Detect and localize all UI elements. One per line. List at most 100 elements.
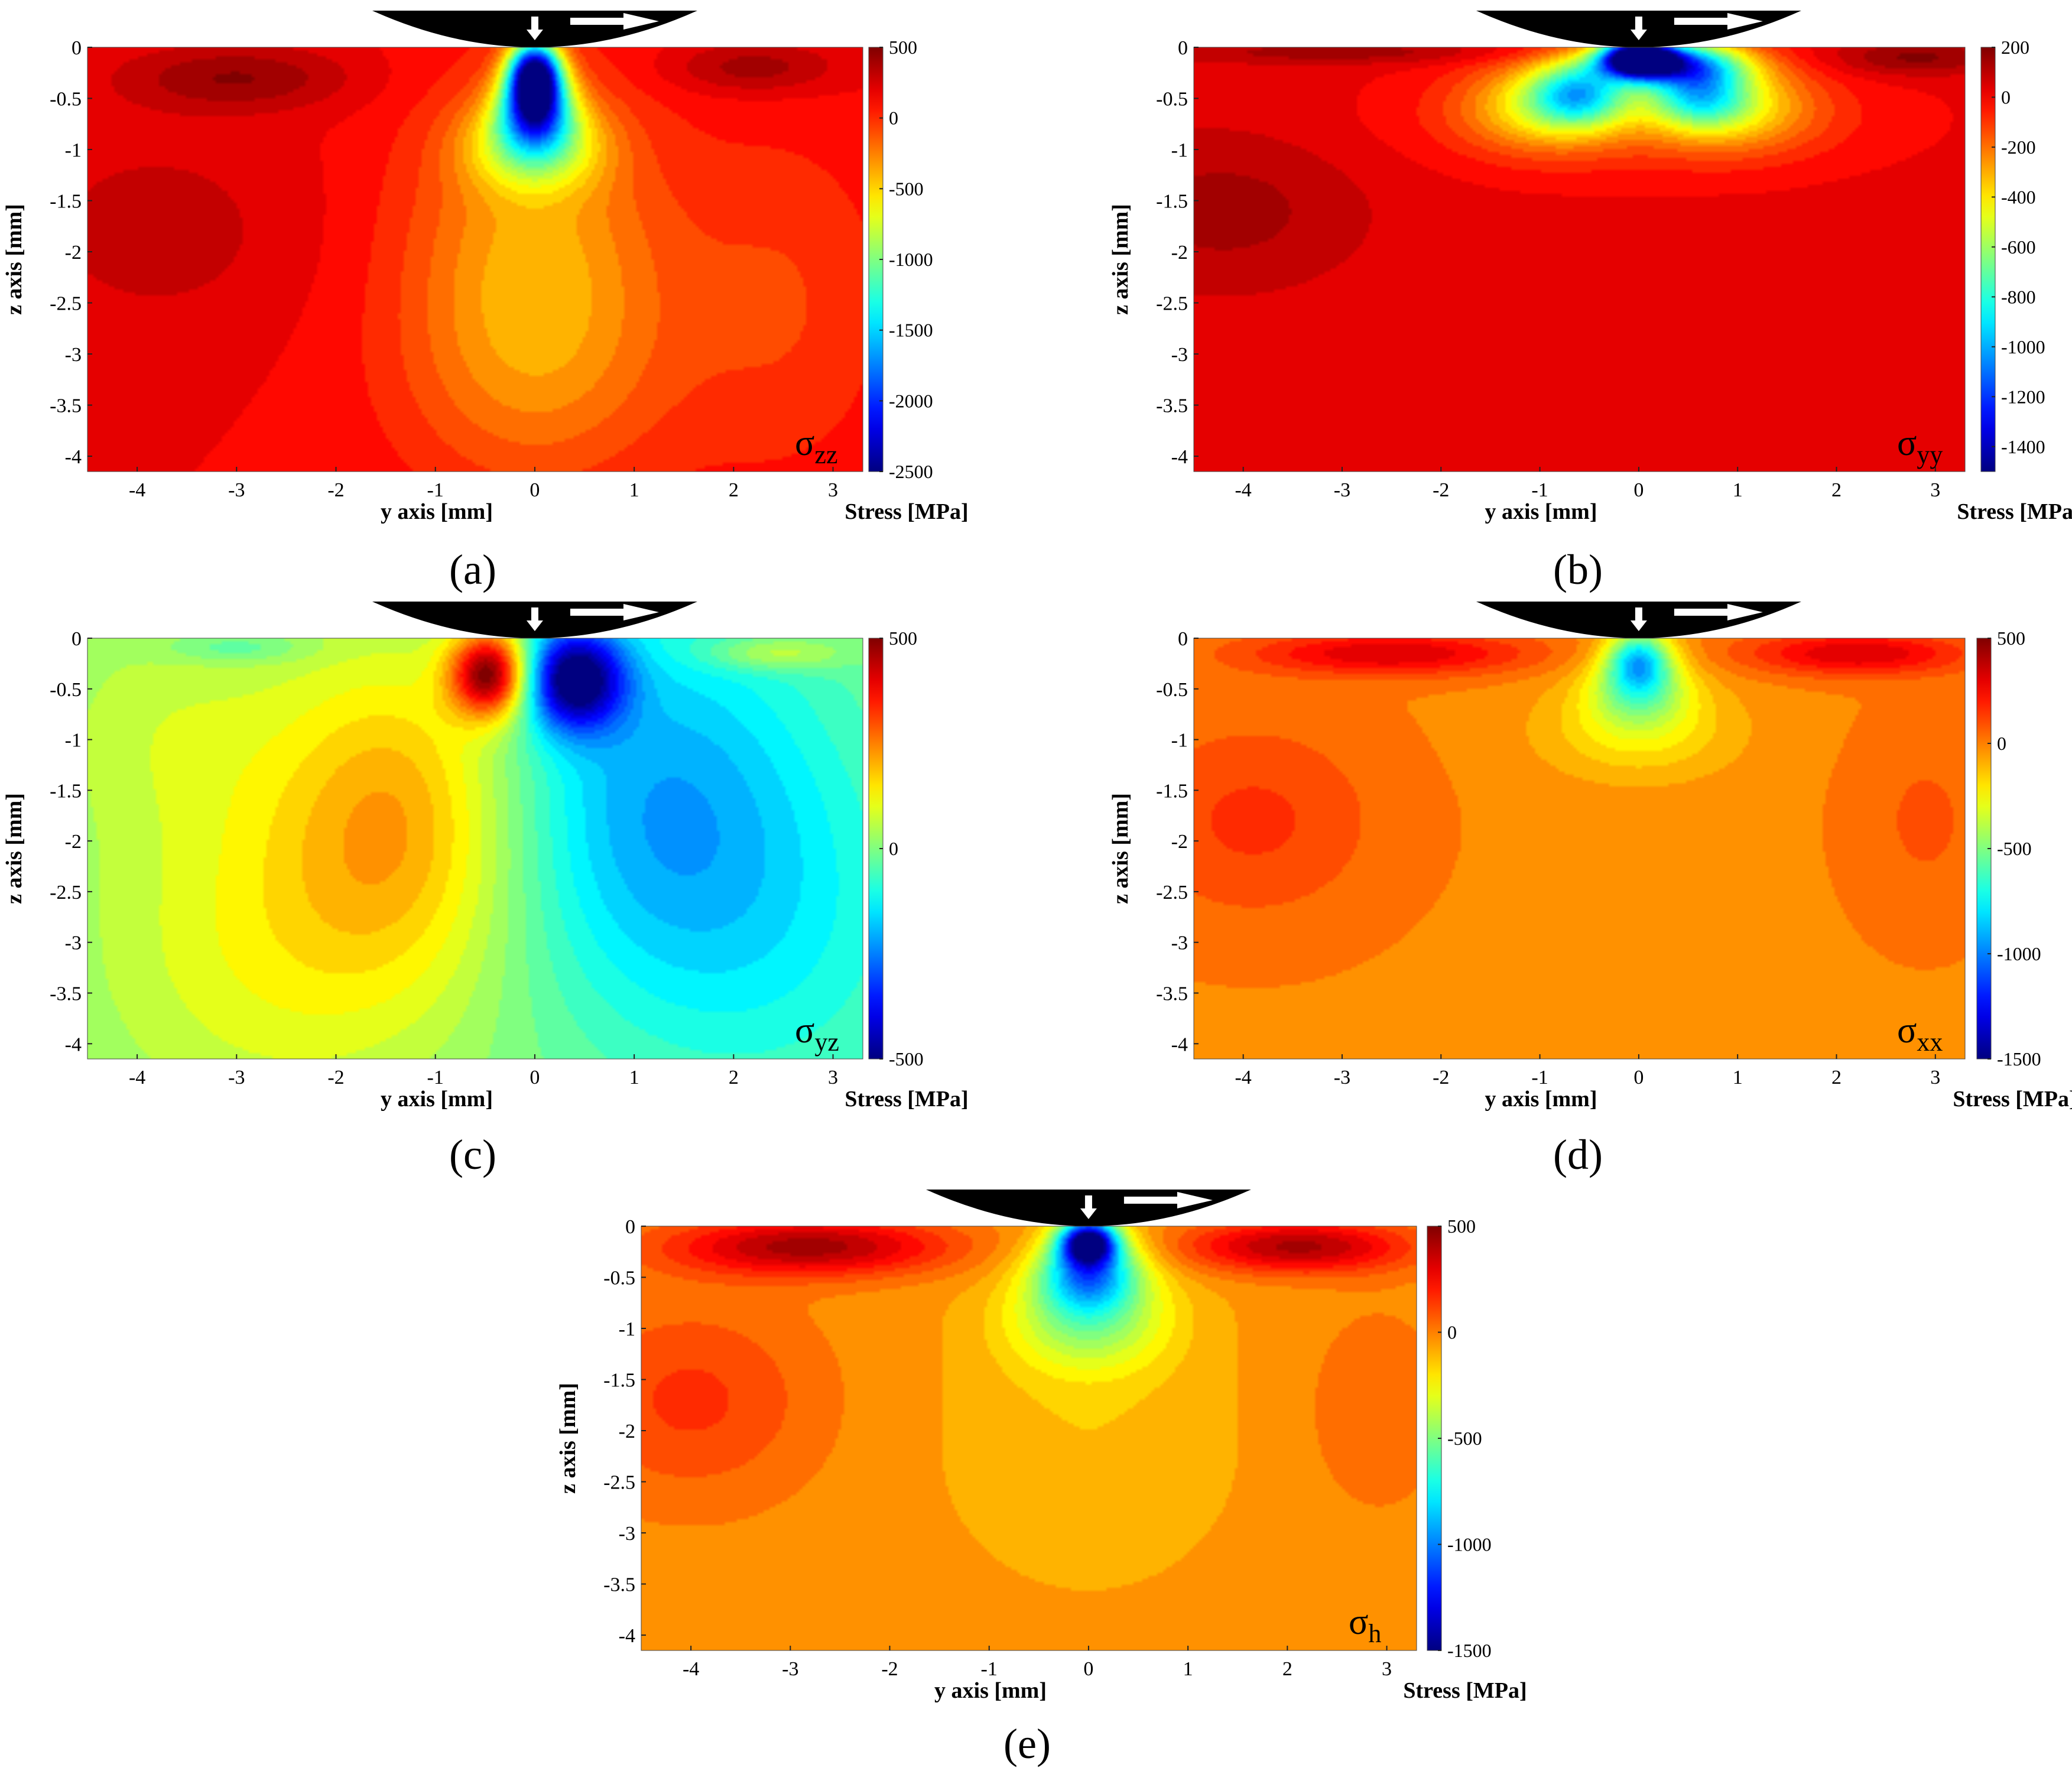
heatmap-field (641, 1226, 1417, 1650)
x-tick-label: 0 (1633, 479, 1644, 501)
colorbar-tick-label: 0 (889, 108, 898, 129)
x-tick-label: -4 (129, 479, 145, 501)
colorbar-tick-label: -200 (2001, 137, 2036, 158)
colorbar: 200 0 -200 -400 -600 -800 -1000 -1200 -1400 Stres… (1957, 37, 2072, 524)
heatmap-field (87, 638, 863, 1059)
panel-b: -4 -3 -2 -1 0 1 2 3 0 -0.5 -1 -1.5 -2 -2.5 -3 -3.5 -4 y a… (1108, 11, 2072, 593)
y-tick-label: -1.5 (50, 780, 82, 802)
y-tick-label: -3.5 (603, 1574, 635, 1596)
colorbar: 500 0 -500 Stress [MPa] (845, 628, 968, 1112)
y-tick-label: 0 (1178, 628, 1188, 650)
indenter-icon (1476, 11, 1801, 47)
y-tick-label: -0.5 (603, 1268, 635, 1289)
x-tick-label: -1 (1531, 1067, 1548, 1088)
colorbar-tick-label: -1400 (2001, 436, 2045, 457)
y-tick-label: -1 (1171, 730, 1188, 752)
colorbar-tick-label: 200 (2001, 37, 2029, 58)
plot-frame (641, 1226, 1417, 1651)
panel-caption: (e) (1003, 1720, 1051, 1767)
sliding-arrow-right-icon (570, 13, 659, 30)
colorbar-tick-label: 500 (1447, 1216, 1476, 1237)
colorbar: 500 0 -500 -1000 -1500 Stress [MPa] (1953, 628, 2072, 1112)
colorbar-tick-label: -2000 (889, 390, 933, 411)
x-tick-label: -4 (1235, 479, 1251, 501)
x-tick-label: 2 (1282, 1658, 1292, 1680)
colorbar-label: Stress [MPa] (1953, 1087, 2072, 1112)
x-tick-label: 3 (1930, 479, 1940, 501)
x-tick-label: -4 (1235, 1067, 1251, 1088)
panel-d: -4 -3 -2 -1 0 1 2 3 0 -0.5 -1 -1.5 -2 -2.5 -3 -3.5 -4 y a… (1108, 602, 2072, 1178)
y-tick-label: -2.5 (50, 293, 82, 315)
y-tick-label: -2 (65, 831, 82, 853)
colorbar-tick-label: -1500 (1447, 1640, 1492, 1661)
y-axis-label: z axis [mm] (2, 793, 27, 904)
sliding-arrow-right-icon (1674, 604, 1763, 620)
y-tick-label: -3 (1171, 932, 1188, 954)
x-tick-label: 3 (1382, 1658, 1392, 1680)
colorbar-tick-label: -1000 (2001, 336, 2045, 358)
load-arrow-down-icon (526, 607, 543, 631)
panel-e: -4 -3 -2 -1 0 1 2 3 0 -0.5 -1 -1.5 -2 -2.5 -3 -3.5 -4 y a… (556, 1190, 1527, 1767)
sliding-arrow-right-icon (570, 604, 659, 620)
x-tick-label: 0 (530, 1067, 540, 1088)
x-tick-label: 2 (1831, 1067, 1842, 1088)
indenter-icon (1476, 602, 1801, 638)
x-tick-label: -4 (129, 1067, 145, 1088)
y-axis-label: z axis [mm] (2, 204, 27, 315)
indenter-icon (372, 602, 697, 638)
y-axis-label: z axis [mm] (1108, 793, 1133, 904)
colorbar-tick-label: 500 (1997, 628, 2025, 649)
load-arrow-down-icon (526, 17, 543, 40)
colorbar-tick-label: 0 (2001, 86, 2011, 108)
y-tick-label: -1 (619, 1318, 635, 1340)
sliding-arrow-right-icon (1674, 13, 1763, 30)
y-tick-label: 0 (72, 628, 82, 650)
y-tick-label: -3 (65, 932, 82, 954)
y-tick-label: -2.5 (50, 882, 82, 904)
y-axis-label: z axis [mm] (556, 1383, 580, 1494)
stress-component-label: σxx (1897, 1010, 1943, 1057)
y-tick-label: -0.5 (50, 679, 82, 701)
colorbar-tick-label: -1500 (1997, 1048, 2041, 1070)
colorbar-tick-label: -1000 (889, 249, 933, 270)
x-tick-label: 3 (1930, 1067, 1940, 1088)
colorbar-tick-label: -2500 (889, 461, 933, 482)
colorbar: 500 0 -500 -1000 -1500 Stress [MPa] (1403, 1216, 1527, 1703)
panel-caption: (b) (1553, 546, 1603, 593)
panel-caption: (a) (449, 546, 496, 593)
y-tick-label: -2 (1171, 831, 1188, 853)
panel-caption: (d) (1553, 1131, 1603, 1178)
x-tick-label: -3 (228, 1067, 245, 1088)
x-tick-label: -1 (1531, 479, 1548, 501)
panel-c: -4 -3 -2 -1 0 1 2 3 0 -0.5 -1 -1.5 -2 -2.5 -3 -3.5 -4 y a… (2, 602, 969, 1178)
y-tick-label: -3 (619, 1523, 635, 1545)
x-tick-label: -2 (327, 1067, 344, 1088)
colorbar-tick-label: -1200 (2001, 386, 2045, 407)
heatmap-field (87, 47, 863, 472)
colorbar-tick-label: 0 (889, 838, 898, 859)
y-tick-label: -4 (619, 1625, 635, 1647)
panel-caption: (c) (449, 1131, 496, 1178)
x-tick-label: -1 (427, 479, 444, 501)
x-tick-label: 3 (828, 479, 838, 501)
colorbar-gradient (1980, 47, 1996, 472)
y-tick-label: -1 (65, 139, 82, 161)
y-tick-label: -2 (619, 1421, 635, 1442)
x-tick-label: 3 (828, 1067, 838, 1088)
x-axis-label: y axis [mm] (1485, 1087, 1597, 1112)
y-tick-label: -2 (65, 242, 82, 264)
colorbar-label: Stress [MPa] (845, 1087, 968, 1112)
colorbar-label: Stress [MPa] (1957, 499, 2072, 524)
colorbar-tick-label: -1000 (1447, 1534, 1492, 1555)
colorbar: 500 0 -500 -1000 -1500 -2000 -2500 Stress [MPa] (845, 37, 968, 524)
y-tick-label: -4 (1171, 446, 1188, 468)
load-arrow-down-icon (1630, 607, 1647, 631)
plot-frame (87, 638, 863, 1060)
y-tick-label: -2.5 (1156, 293, 1188, 315)
stress-component-label: σzz (795, 423, 837, 469)
x-tick-label: -2 (1433, 1067, 1449, 1088)
x-tick-label: -2 (327, 479, 344, 501)
indenter-icon (372, 11, 697, 47)
stress-component-label: σh (1349, 1602, 1381, 1648)
